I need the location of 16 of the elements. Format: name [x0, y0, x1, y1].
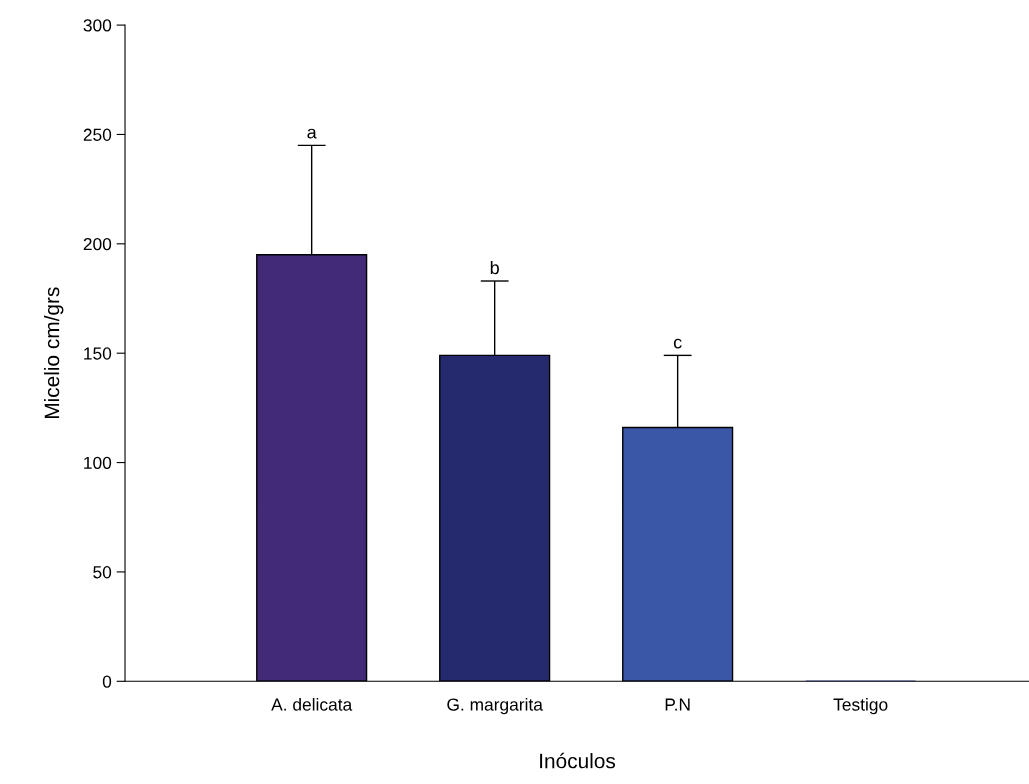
- y-tick-label: 200: [83, 237, 112, 251]
- y-tick-label: 100: [84, 456, 112, 470]
- annotation: a: [307, 128, 317, 139]
- x-tick-label: A. delicata: [271, 697, 353, 711]
- y-tick-label: 250: [83, 128, 112, 141]
- annotation: c: [673, 338, 682, 349]
- y-axis-title: Micelio cm/grs: [44, 287, 64, 419]
- x-tick-label: P.N: [665, 698, 690, 711]
- x-tick-label: G. margarita: [447, 697, 543, 715]
- y-tick-label: 300: [83, 19, 112, 32]
- x-axis-title: Inóculos: [540, 752, 616, 769]
- y-tick-label: 0: [102, 675, 112, 688]
- y-tick-label: 50: [93, 566, 112, 579]
- annotation: b: [490, 260, 499, 275]
- y-tick-label: 150: [84, 347, 112, 360]
- x-tick-label: Testigo: [833, 697, 888, 715]
